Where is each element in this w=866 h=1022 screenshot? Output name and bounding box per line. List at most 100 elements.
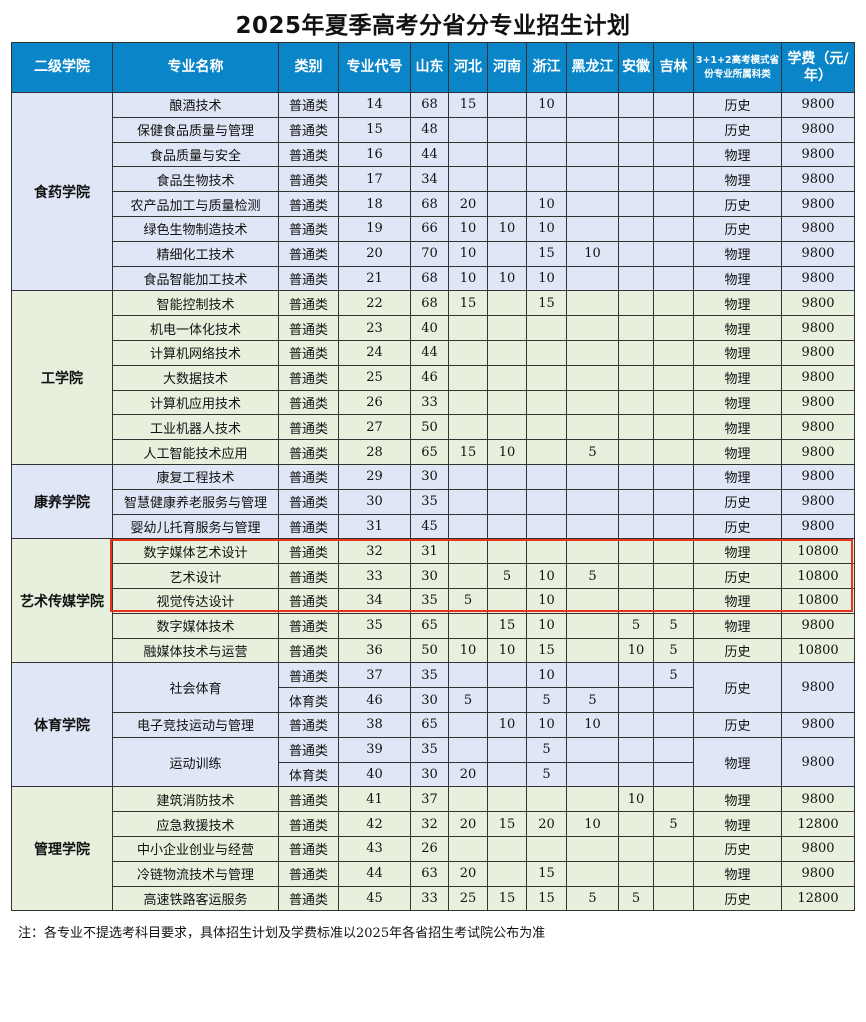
quota-anhui — [618, 587, 654, 614]
quota-heilongjiang — [566, 736, 619, 763]
quota-heilongjiang — [566, 141, 619, 168]
quota-zhejiang: 10 — [526, 265, 567, 292]
table-row: 体育类 46 30 5 5 5 — [12, 687, 855, 713]
table-row: 艺术传媒学院 数字媒体艺术设计 普通类 32 31 物理 10800 — [11, 538, 855, 664]
major-name: 保健食品质量与管理 — [112, 116, 279, 143]
quota-henan — [487, 835, 527, 862]
header-subject-category: 3+1+2高考模式省份专业所属科类 — [693, 42, 782, 93]
table-row: 应急救援技术 普通类 42 32 20 15 20 10 5 物理 12800 — [12, 811, 855, 837]
table-row: 体育类 40 30 20 5 — [12, 761, 855, 788]
quota-heilongjiang — [566, 215, 619, 242]
quota-zhejiang — [526, 116, 567, 143]
quota-zhejiang — [526, 364, 567, 391]
major-code: 44 — [338, 860, 411, 887]
quota-heilongjiang: 5 — [566, 885, 619, 912]
quota-zhejiang — [526, 439, 567, 465]
quota-zhejiang — [526, 463, 567, 490]
tuition: 9800 — [781, 389, 855, 416]
major-code: 34 — [338, 587, 411, 614]
quota-henan: 5 — [487, 563, 527, 589]
header-college: 二级学院 — [11, 42, 113, 93]
quota-heilongjiang: 10 — [566, 811, 619, 837]
quota-heilongjiang — [566, 860, 619, 887]
quota-zhejiang — [526, 835, 567, 862]
quota-zhejiang — [526, 141, 567, 168]
quota-anhui — [618, 240, 654, 267]
header-major-name: 专业名称 — [112, 42, 279, 93]
tuition: 9800 — [781, 488, 855, 515]
college-name: 管理学院 — [11, 786, 113, 912]
tuition: 9800 — [781, 141, 855, 168]
major-name: 食品生物技术 — [112, 166, 279, 193]
quota-henan — [487, 364, 527, 391]
quota-anhui — [618, 687, 654, 713]
tuition: 9800 — [781, 463, 855, 490]
header-zhejiang: 浙江 — [526, 42, 567, 93]
category: 普通类 — [278, 290, 339, 317]
subject-category: 物理 — [693, 364, 782, 391]
quota-heilongjiang: 5 — [566, 439, 619, 465]
major-name: 农产品加工与质量检测 — [112, 191, 279, 217]
quota-henan: 15 — [487, 811, 527, 837]
college-name: 食药学院 — [11, 91, 113, 292]
quota-heilongjiang — [566, 116, 619, 143]
table-row: 计算机应用技术 普通类 26 33 物理 9800 — [12, 389, 855, 416]
quota-shandong: 33 — [410, 885, 449, 912]
quota-zhejiang: 15 — [526, 885, 567, 912]
quota-shandong: 48 — [410, 116, 449, 143]
quota-jilin — [653, 711, 694, 738]
quota-henan: 10 — [487, 265, 527, 292]
quota-heilongjiang — [566, 513, 619, 540]
major-code: 28 — [338, 439, 411, 465]
quota-shandong: 65 — [410, 612, 449, 639]
quota-hebei — [448, 612, 488, 639]
category: 体育类 — [278, 761, 339, 788]
table-row: 机电一体化技术 普通类 23 40 物理 9800 — [12, 315, 855, 341]
major-code: 43 — [338, 835, 411, 862]
subject-category: 物理 — [693, 339, 782, 366]
subject-category: 历史 — [693, 215, 782, 242]
quota-heilongjiang — [566, 463, 619, 490]
category: 普通类 — [278, 166, 339, 193]
quota-zhejiang — [526, 488, 567, 515]
major-name: 建筑消防技术 — [112, 786, 279, 813]
major-code: 32 — [338, 538, 411, 565]
category: 普通类 — [278, 612, 339, 639]
subject-category: 物理 — [693, 389, 782, 416]
quota-heilongjiang — [566, 339, 619, 366]
quota-zhejiang — [526, 389, 567, 416]
quota-shandong: 68 — [410, 191, 449, 217]
quota-shandong: 68 — [410, 92, 449, 118]
quota-anhui — [618, 811, 654, 837]
quota-henan: 10 — [487, 711, 527, 738]
major-code: 18 — [338, 191, 411, 217]
major-name: 工业机器人技术 — [112, 414, 279, 441]
tuition: 9800 — [781, 240, 855, 267]
table-row: 婴幼儿托育服务与管理 普通类 31 45 历史 9800 — [12, 513, 855, 540]
major-name: 食品智能加工技术 — [112, 265, 279, 292]
quota-hebei: 10 — [448, 265, 488, 292]
major-code: 26 — [338, 389, 411, 416]
quota-shandong: 50 — [410, 637, 449, 664]
quota-henan — [487, 315, 527, 341]
category: 普通类 — [278, 439, 339, 465]
header-henan: 河南 — [487, 42, 527, 93]
quota-henan — [487, 786, 527, 813]
category: 普通类 — [278, 513, 339, 540]
quota-jilin — [653, 92, 694, 118]
quota-hebei: 15 — [448, 92, 488, 118]
category: 普通类 — [278, 637, 339, 664]
header-tuition: 学费（元/年） — [781, 42, 855, 93]
tuition: 9800 — [781, 662, 855, 713]
major-code: 30 — [338, 488, 411, 515]
quota-heilongjiang — [566, 761, 619, 788]
category: 普通类 — [278, 339, 339, 366]
quota-heilongjiang — [566, 414, 619, 441]
major-name: 电子竞技运动与管理 — [112, 711, 279, 738]
quota-shandong: 33 — [410, 389, 449, 416]
quota-heilongjiang — [566, 835, 619, 862]
table-row: 农产品加工与质量检测 普通类 18 68 20 10 历史 9800 — [12, 191, 855, 217]
quota-henan — [487, 488, 527, 515]
major-code: 40 — [338, 761, 411, 788]
major-name: 高速铁路客运服务 — [112, 885, 279, 912]
